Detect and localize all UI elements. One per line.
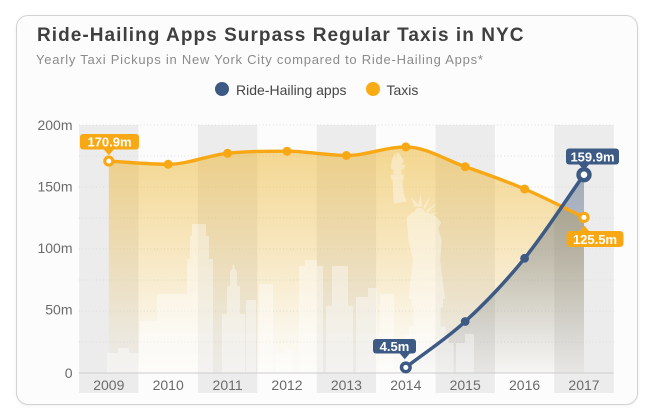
svg-text:2017: 2017	[568, 377, 599, 393]
svg-text:50m: 50m	[45, 302, 72, 318]
svg-text:2010: 2010	[153, 377, 184, 393]
svg-text:2011: 2011	[213, 377, 243, 393]
svg-text:2009: 2009	[93, 377, 124, 393]
svg-text:0: 0	[65, 365, 73, 381]
svg-text:2012: 2012	[271, 377, 302, 393]
svg-text:4.5m: 4.5m	[380, 339, 410, 354]
svg-text:170.9m: 170.9m	[87, 134, 131, 149]
svg-text:100m: 100m	[37, 240, 72, 256]
svg-text:2013: 2013	[331, 377, 362, 393]
svg-text:2014: 2014	[390, 377, 421, 393]
svg-text:2016: 2016	[509, 377, 540, 393]
svg-text:2015: 2015	[450, 377, 481, 393]
svg-text:125.5m: 125.5m	[573, 232, 617, 247]
svg-text:159.9m: 159.9m	[570, 149, 614, 164]
svg-text:150m: 150m	[37, 179, 72, 195]
svg-text:200m: 200m	[37, 117, 72, 133]
